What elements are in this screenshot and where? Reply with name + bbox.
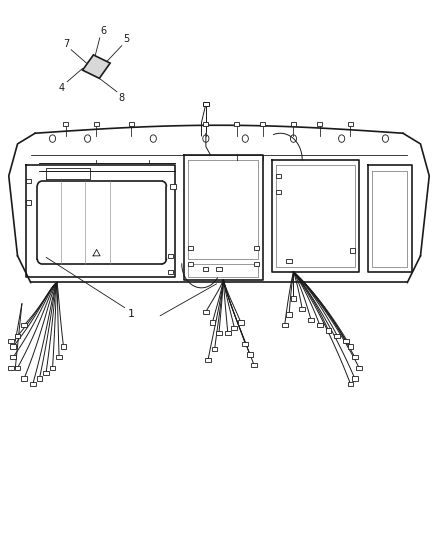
Bar	[21, 376, 27, 381]
Bar	[216, 331, 222, 335]
Bar	[205, 358, 211, 362]
Bar	[343, 339, 349, 343]
Bar	[63, 122, 68, 126]
Bar	[251, 363, 257, 367]
Bar	[276, 190, 281, 194]
Text: 7: 7	[63, 39, 69, 49]
Bar	[317, 323, 322, 327]
Bar	[243, 342, 248, 346]
Bar	[188, 262, 193, 266]
Bar	[168, 270, 173, 274]
Bar	[60, 344, 67, 349]
Bar	[291, 122, 296, 126]
Bar	[26, 200, 31, 205]
Bar	[260, 122, 265, 126]
Bar	[10, 344, 16, 349]
Bar	[8, 339, 14, 343]
Bar	[26, 179, 31, 183]
Bar	[56, 355, 62, 359]
Bar	[238, 320, 244, 325]
Bar	[326, 328, 332, 333]
Bar	[286, 259, 292, 263]
Bar	[203, 310, 209, 314]
Bar	[254, 246, 259, 250]
Text: 5: 5	[123, 34, 129, 44]
Bar	[49, 366, 55, 370]
Bar	[21, 323, 27, 327]
Bar	[203, 101, 209, 106]
Bar	[291, 296, 297, 301]
Bar	[286, 312, 292, 317]
Bar	[225, 331, 231, 335]
Bar	[30, 382, 36, 386]
Bar	[348, 382, 353, 386]
Polygon shape	[82, 55, 110, 78]
Bar	[203, 267, 208, 271]
Bar	[348, 122, 353, 126]
Text: 4: 4	[59, 83, 65, 93]
Bar	[350, 248, 355, 253]
Bar	[232, 326, 237, 330]
Bar	[254, 262, 259, 266]
Bar	[94, 122, 99, 126]
Bar	[352, 376, 358, 381]
Bar	[357, 366, 362, 370]
Bar	[247, 352, 253, 357]
Bar	[203, 122, 208, 126]
Bar	[170, 184, 176, 189]
Bar	[188, 246, 193, 250]
Bar	[216, 267, 222, 271]
Bar	[234, 122, 239, 126]
Bar	[348, 344, 353, 349]
Bar	[352, 355, 358, 359]
Bar	[15, 334, 21, 338]
Bar	[308, 318, 314, 322]
Bar	[212, 347, 217, 351]
Bar	[36, 376, 42, 381]
Bar	[8, 366, 14, 370]
Bar	[10, 355, 16, 359]
Bar	[300, 307, 305, 311]
Text: 1: 1	[128, 310, 135, 319]
Bar	[168, 254, 173, 258]
Bar	[209, 320, 215, 325]
Bar	[335, 334, 340, 338]
Bar	[317, 122, 322, 126]
Bar	[276, 174, 281, 178]
Bar	[15, 366, 21, 370]
Bar	[282, 323, 287, 327]
Bar	[129, 122, 134, 126]
Text: 8: 8	[118, 93, 124, 103]
Text: 6: 6	[101, 26, 107, 36]
Bar	[43, 371, 49, 375]
